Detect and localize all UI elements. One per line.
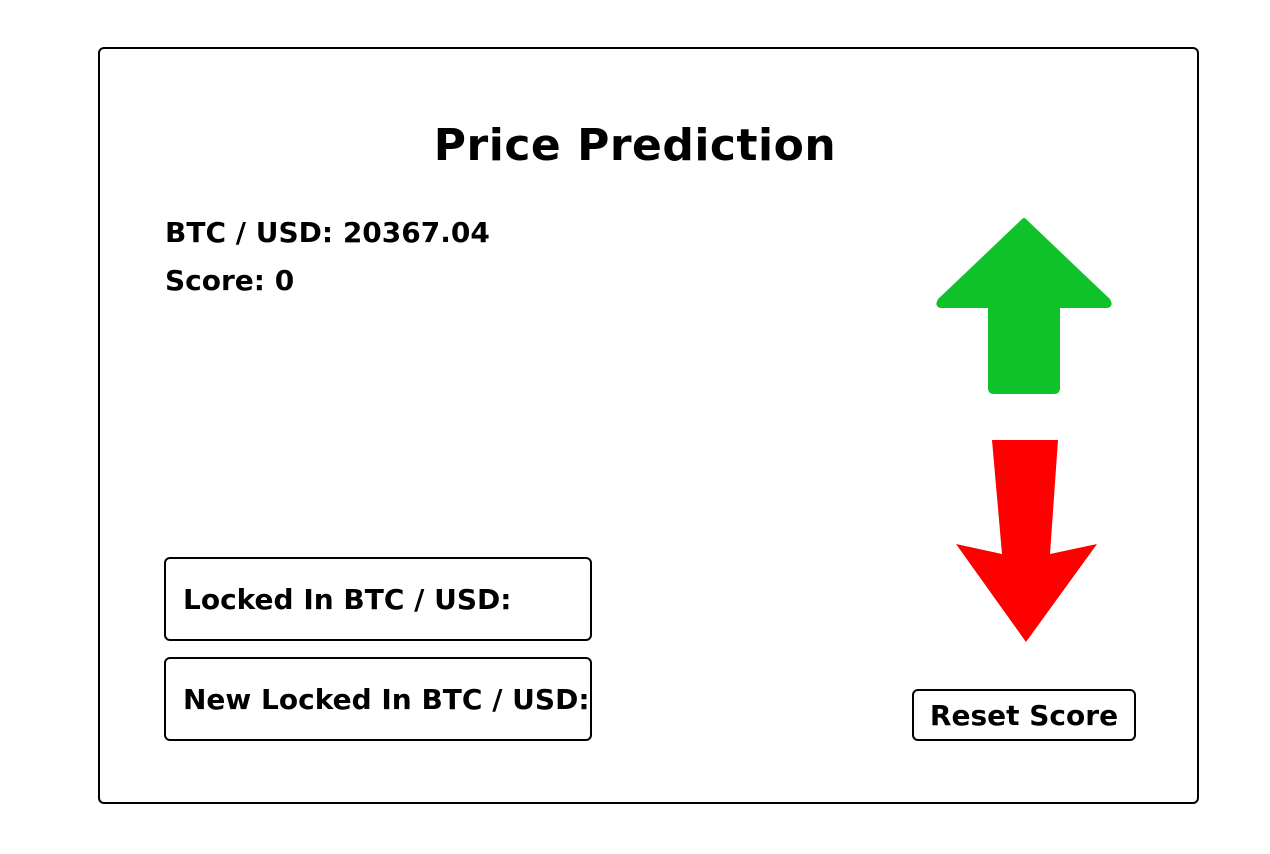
- score-label: Score:: [165, 264, 265, 297]
- arrow-down-icon: [956, 440, 1097, 642]
- arrow-up-icon: [936, 218, 1112, 394]
- page-title: Price Prediction: [433, 120, 837, 171]
- predict-up-button[interactable]: [934, 214, 1114, 394]
- price-value: 20367.04: [342, 216, 490, 249]
- price-label: BTC / USD:: [165, 216, 334, 249]
- score-value: 0: [274, 264, 295, 297]
- locked-in-label: Locked In BTC / USD:: [183, 582, 512, 616]
- new-locked-in-price-box: New Locked In BTC / USD:: [164, 657, 592, 741]
- predict-down-button[interactable]: [952, 438, 1100, 644]
- prediction-card: [98, 47, 1199, 804]
- reset-score-button[interactable]: Reset Score: [912, 689, 1136, 741]
- locked-in-price-box: Locked In BTC / USD:: [164, 557, 592, 641]
- new-locked-in-label: New Locked In BTC / USD:: [183, 682, 590, 716]
- current-price: BTC / USD: 20367.04: [165, 215, 490, 251]
- score-display: Score: 0: [165, 263, 294, 299]
